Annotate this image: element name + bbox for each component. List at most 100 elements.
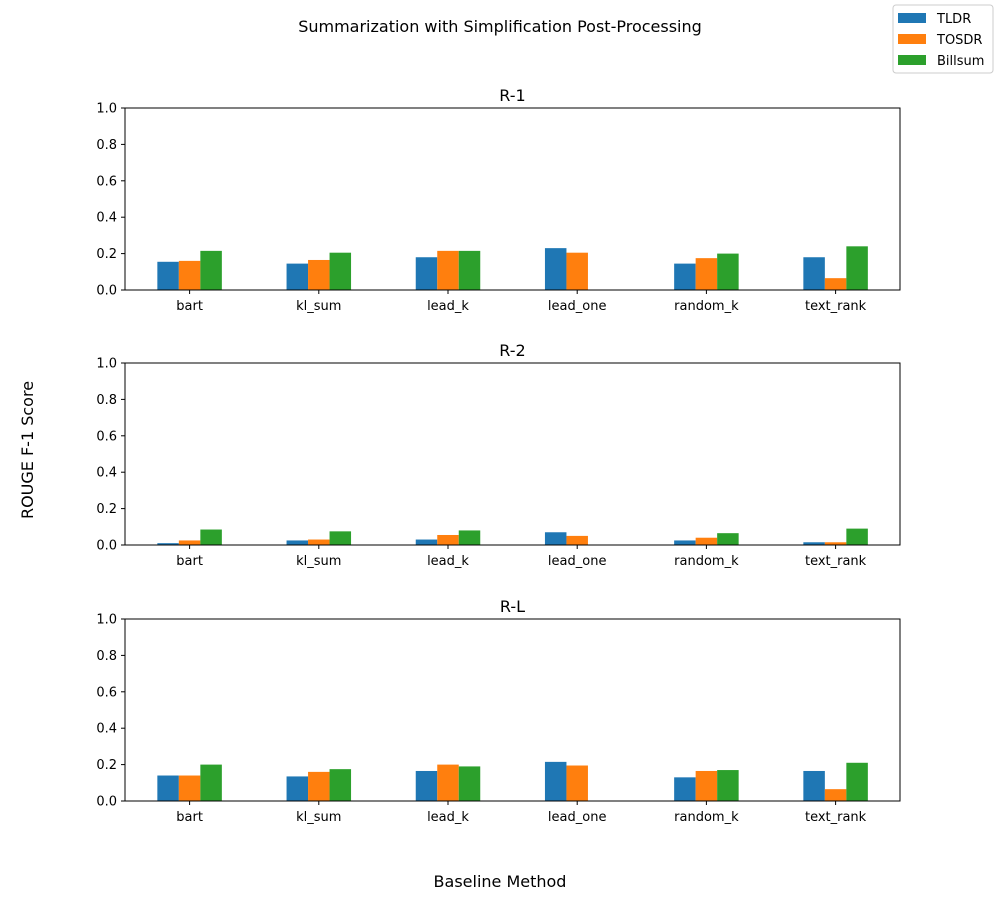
panel-r-1-xtick-label: random_k <box>674 299 739 314</box>
panel-r-2: R-2 0.0 0.2 0.4 0.6 0.8 1.0 bart kl_sum lead_k lea… <box>96 341 901 569</box>
panel-r-l-bar-tosdr-lead_one <box>566 765 588 801</box>
panel-r-2-ytick-label: 0.6 <box>96 429 117 444</box>
panel-r-2-xtick-label: lead_one <box>548 554 607 569</box>
panel-r-2-bar-tosdr-lead_k <box>437 534 459 545</box>
panel-r-l-bar-tldr-random_k <box>674 777 696 801</box>
panel-r-1-ytick-label: 0.2 <box>96 247 117 262</box>
panel-r-l-title: R-L <box>500 597 525 616</box>
panel-r-2-bar-tldr-random_k <box>674 540 696 545</box>
panel-r-2-ytick-label: 1.0 <box>96 357 117 372</box>
panel-r-1-bar-tldr-text_rank <box>803 257 825 290</box>
panel-r-1-xtick-label: lead_one <box>548 299 607 314</box>
panel-r-2-bar-billsum-random_k <box>717 533 739 545</box>
legend: TLDR TOSDR Billsum <box>892 4 994 74</box>
panel-r-l-ytick-label: 0.8 <box>96 649 117 664</box>
legend-label-tosdr: TOSDR <box>936 33 982 48</box>
panel-r-2-xtick-label: kl_sum <box>296 554 341 569</box>
panel-r-l-bar-billsum-kl_sum <box>329 769 352 801</box>
panel-r-l-xtick-label: lead_one <box>548 810 607 825</box>
panel-r-1-xtick-label: text_rank <box>805 299 867 314</box>
panel-r-l-xtick-label: random_k <box>674 810 739 825</box>
panel-r-l-ytick-label: 0.6 <box>96 685 117 700</box>
panel-r-l-ytick-label: 1.0 <box>96 613 117 628</box>
panel-r-1-bar-billsum-random_k <box>717 253 739 290</box>
panel-r-1-ytick-label: 1.0 <box>96 102 117 117</box>
panel-r-2-bar-tldr-kl_sum <box>286 540 309 545</box>
figure-ylabel: ROUGE F-1 Score <box>18 381 37 519</box>
legend-swatch-billsum <box>898 55 926 65</box>
panel-r-l-ytick-label: 0.2 <box>96 758 117 773</box>
panel-r-1-ytick-label: 0.6 <box>96 174 117 189</box>
panel-r-1-bar-tosdr-random_k <box>695 258 718 290</box>
panel-r-1-xtick-label: kl_sum <box>296 299 341 314</box>
panel-r-1-title: R-1 <box>499 86 525 105</box>
panel-r-2-xtick-label: lead_k <box>427 554 469 569</box>
legend-label-tldr: TLDR <box>936 12 971 27</box>
panel-r-2-ytick-label: 0.4 <box>96 466 117 481</box>
panel-r-l-bar-tosdr-bart <box>178 775 201 801</box>
panel-r-2-ytick-label: 0.2 <box>96 502 117 517</box>
panel-r-2-bar-tosdr-kl_sum <box>308 539 330 545</box>
panel-r-1-bar-tldr-lead_one <box>544 248 567 290</box>
figure-suptitle: Summarization with Simplification Post-P… <box>298 17 702 36</box>
panel-r-1-bar-billsum-lead_k <box>458 250 481 290</box>
panel-r-2-xtick-label: text_rank <box>805 554 867 569</box>
panel-r-1-bar-billsum-kl_sum <box>329 252 352 290</box>
panel-r-l-bar-tldr-lead_one <box>544 761 567 801</box>
panel-r-2-bar-tldr-lead_k <box>415 539 438 545</box>
panel-r-l-xtick-label: text_rank <box>805 810 867 825</box>
panel-r-l-bar-tosdr-text_rank <box>824 789 847 801</box>
panel-r-2-bar-billsum-kl_sum <box>329 531 352 545</box>
panel-r-1-ytick-label: 0.8 <box>96 138 117 153</box>
panel-r-l-bar-billsum-text_rank <box>846 762 868 801</box>
legend-label-billsum: Billsum <box>937 54 984 69</box>
panel-r-2-axes-frame <box>124 362 901 546</box>
panel-r-2-bar-tldr-text_rank <box>803 542 825 545</box>
panel-r-1-bar-tosdr-bart <box>178 260 201 290</box>
panel-r-l-xtick-label: kl_sum <box>296 810 341 825</box>
panel-r-1-bar-tosdr-lead_k <box>437 250 459 290</box>
panel-r-l-bar-billsum-bart <box>200 764 222 801</box>
panel-r-1-bar-billsum-bart <box>200 250 222 290</box>
panel-r-l-bar-tldr-kl_sum <box>286 776 309 801</box>
panel-r-2-ytick-label: 0.8 <box>96 393 117 408</box>
panel-r-l-ytick-label: 0.4 <box>96 722 117 737</box>
panel-r-1-bar-tosdr-kl_sum <box>308 259 330 290</box>
panel-r-1-bar-tldr-random_k <box>674 263 696 290</box>
panel-r-l-xtick-label: lead_k <box>427 810 469 825</box>
panel-r-2-bar-billsum-bart <box>200 529 222 545</box>
panel-r-l-bar-tldr-bart <box>157 775 179 801</box>
panel-r-1-xtick-label: bart <box>176 299 203 314</box>
panel-r-2-bar-tosdr-lead_one <box>566 535 588 545</box>
panel-r-2-bar-tldr-bart <box>157 543 179 545</box>
legend-swatch-tldr <box>898 13 926 23</box>
panel-r-2-xtick-label: random_k <box>674 554 739 569</box>
panel-r-2-xtick-label: bart <box>176 554 203 569</box>
panel-r-l-bar-billsum-lead_k <box>458 766 481 801</box>
panel-r-2-bar-billsum-lead_k <box>458 530 481 545</box>
panel-r-1-bar-tosdr-text_rank <box>824 278 847 290</box>
panel-r-l-bar-tldr-text_rank <box>803 770 825 801</box>
panel-r-2-ytick-label: 0.0 <box>96 539 117 554</box>
figure-xlabel: Baseline Method <box>434 872 567 891</box>
panel-r-1-xtick-label: lead_k <box>427 299 469 314</box>
panel-r-1-bar-tldr-kl_sum <box>286 263 309 290</box>
panel-r-2-bar-billsum-text_rank <box>846 528 868 545</box>
panel-r-l-axes-frame <box>124 618 901 802</box>
panel-r-2-title: R-2 <box>499 341 525 360</box>
panel-r-1-axes-frame <box>124 107 901 291</box>
panel-r-l-bar-tldr-lead_k <box>415 770 438 801</box>
panel-r-l-bar-tosdr-random_k <box>695 770 718 801</box>
panel-r-2-bar-tldr-lead_one <box>544 532 567 545</box>
panel-r-1-bar-billsum-text_rank <box>846 246 868 290</box>
panel-r-l-bar-billsum-random_k <box>717 770 739 801</box>
panel-r-l-xtick-label: bart <box>176 810 203 825</box>
panel-r-2-bar-tosdr-text_rank <box>824 542 847 545</box>
panel-r-2-bar-tosdr-bart <box>178 540 201 545</box>
panel-r-1-bar-tldr-bart <box>157 261 179 290</box>
panel-r-l-ytick-label: 0.0 <box>96 795 117 810</box>
panel-r-l-bar-tosdr-lead_k <box>437 764 459 801</box>
panel-r-1-bar-tldr-lead_k <box>415 257 438 290</box>
